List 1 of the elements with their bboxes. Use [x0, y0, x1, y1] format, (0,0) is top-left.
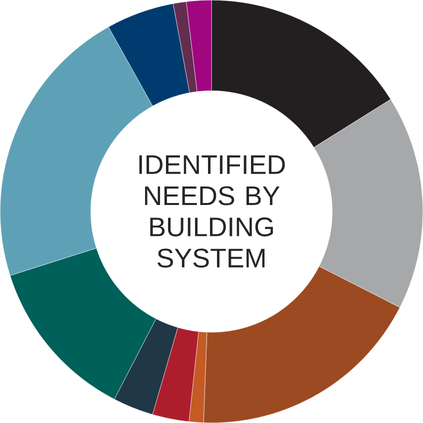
text: IDENTIFIED NEEDS BY BUILDING SYSTEM: [139, 155, 285, 268]
